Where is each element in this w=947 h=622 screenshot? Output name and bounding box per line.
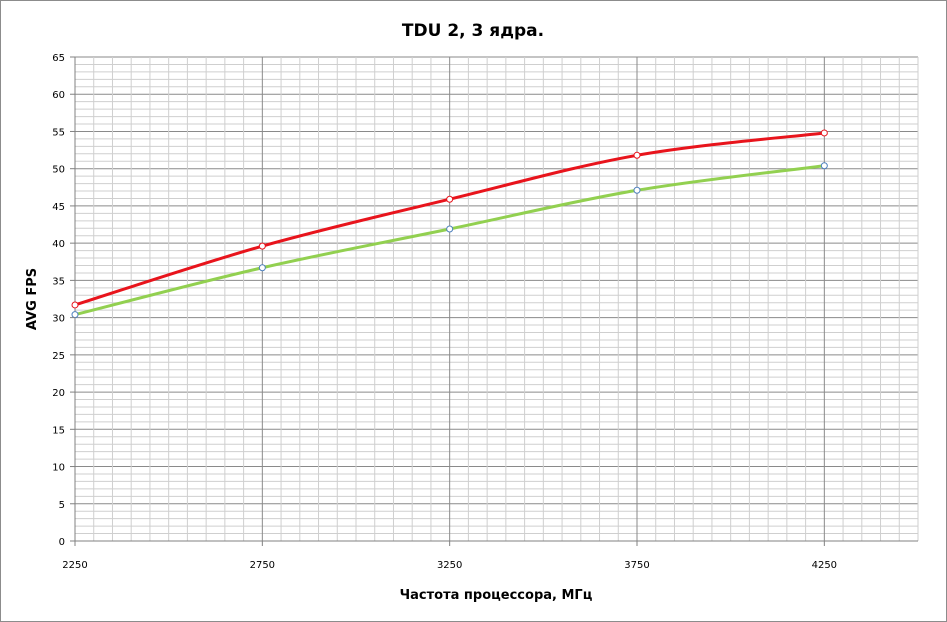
y-tick-label: 60 <box>52 90 65 101</box>
chart-title: TDU 2, 3 ядра. <box>402 21 544 41</box>
data-point <box>633 186 641 194</box>
y-tick-label: 25 <box>52 351 65 362</box>
x-tick-label: 4250 <box>812 560 837 571</box>
data-point <box>820 129 828 137</box>
data-point <box>71 301 79 309</box>
y-tick-label: 55 <box>52 127 65 138</box>
series-layer <box>71 129 828 319</box>
y-tick-label: 40 <box>52 239 65 250</box>
data-point <box>446 195 454 203</box>
x-tick-labels: 2250 2750 3250 3750 4250 <box>62 541 837 571</box>
y-tick-label: 10 <box>52 463 65 474</box>
y-tick-label: 15 <box>52 425 65 436</box>
y-tick-label: 45 <box>52 202 65 213</box>
series-1 <box>71 129 828 309</box>
grid <box>74 56 919 542</box>
y-tick-label: 0 <box>59 537 65 548</box>
x-tick-label: 3750 <box>624 560 649 571</box>
data-point <box>633 151 641 159</box>
series-2 <box>71 162 828 319</box>
y-tick-label: 50 <box>52 165 65 176</box>
y-tick-labels: 0 5 10 15 20 25 30 35 40 45 50 55 60 65 <box>52 53 75 548</box>
y-tick-label: 65 <box>52 53 65 64</box>
data-point <box>258 242 266 250</box>
data-point <box>446 225 454 233</box>
y-tick-label: 35 <box>52 276 65 287</box>
y-tick-label: 30 <box>52 314 65 325</box>
data-point <box>71 311 79 319</box>
x-tick-label: 2750 <box>250 560 275 571</box>
y-tick-label: 20 <box>52 388 65 399</box>
x-tick-label: 3250 <box>437 560 462 571</box>
data-point <box>820 162 828 170</box>
x-axis-title: Частота процессора, МГц <box>400 588 593 603</box>
x-tick-label: 2250 <box>62 560 87 571</box>
y-axis-title: AVG FPS <box>25 268 40 330</box>
y-tick-label: 5 <box>59 500 65 511</box>
data-point <box>258 264 266 272</box>
